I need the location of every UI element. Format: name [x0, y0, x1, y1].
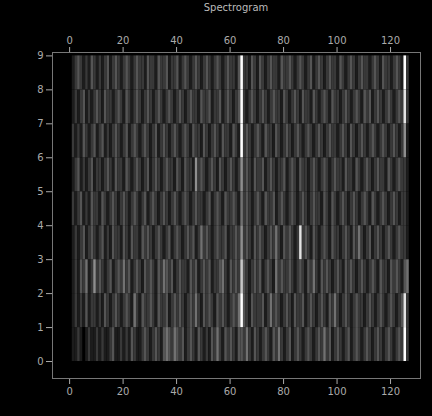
svg-text:0: 0	[37, 356, 43, 367]
svg-text:80: 80	[277, 386, 290, 397]
svg-text:60: 60	[224, 386, 237, 397]
svg-text:40: 40	[170, 386, 183, 397]
svg-text:60: 60	[224, 35, 237, 46]
svg-text:80: 80	[277, 35, 290, 46]
svg-text:0: 0	[66, 386, 72, 397]
svg-text:100: 100	[328, 386, 347, 397]
svg-text:6: 6	[37, 152, 43, 163]
svg-text:3: 3	[37, 254, 43, 265]
svg-text:120: 120	[381, 35, 400, 46]
svg-text:100: 100	[328, 35, 347, 46]
svg-text:7: 7	[37, 118, 43, 129]
svg-text:120: 120	[381, 386, 400, 397]
svg-text:20: 20	[117, 35, 130, 46]
svg-text:1: 1	[37, 322, 43, 333]
svg-text:20: 20	[117, 386, 130, 397]
html-text:Spectrogram: Spectrogram	[203, 2, 269, 13]
svg-text:8: 8	[37, 84, 43, 95]
svg-text:9: 9	[37, 50, 43, 61]
svg-text:5: 5	[37, 186, 43, 197]
svg-text:0: 0	[66, 35, 72, 46]
svg-text:2: 2	[37, 288, 43, 299]
svg-text:40: 40	[170, 35, 183, 46]
svg-text:4: 4	[37, 220, 43, 231]
